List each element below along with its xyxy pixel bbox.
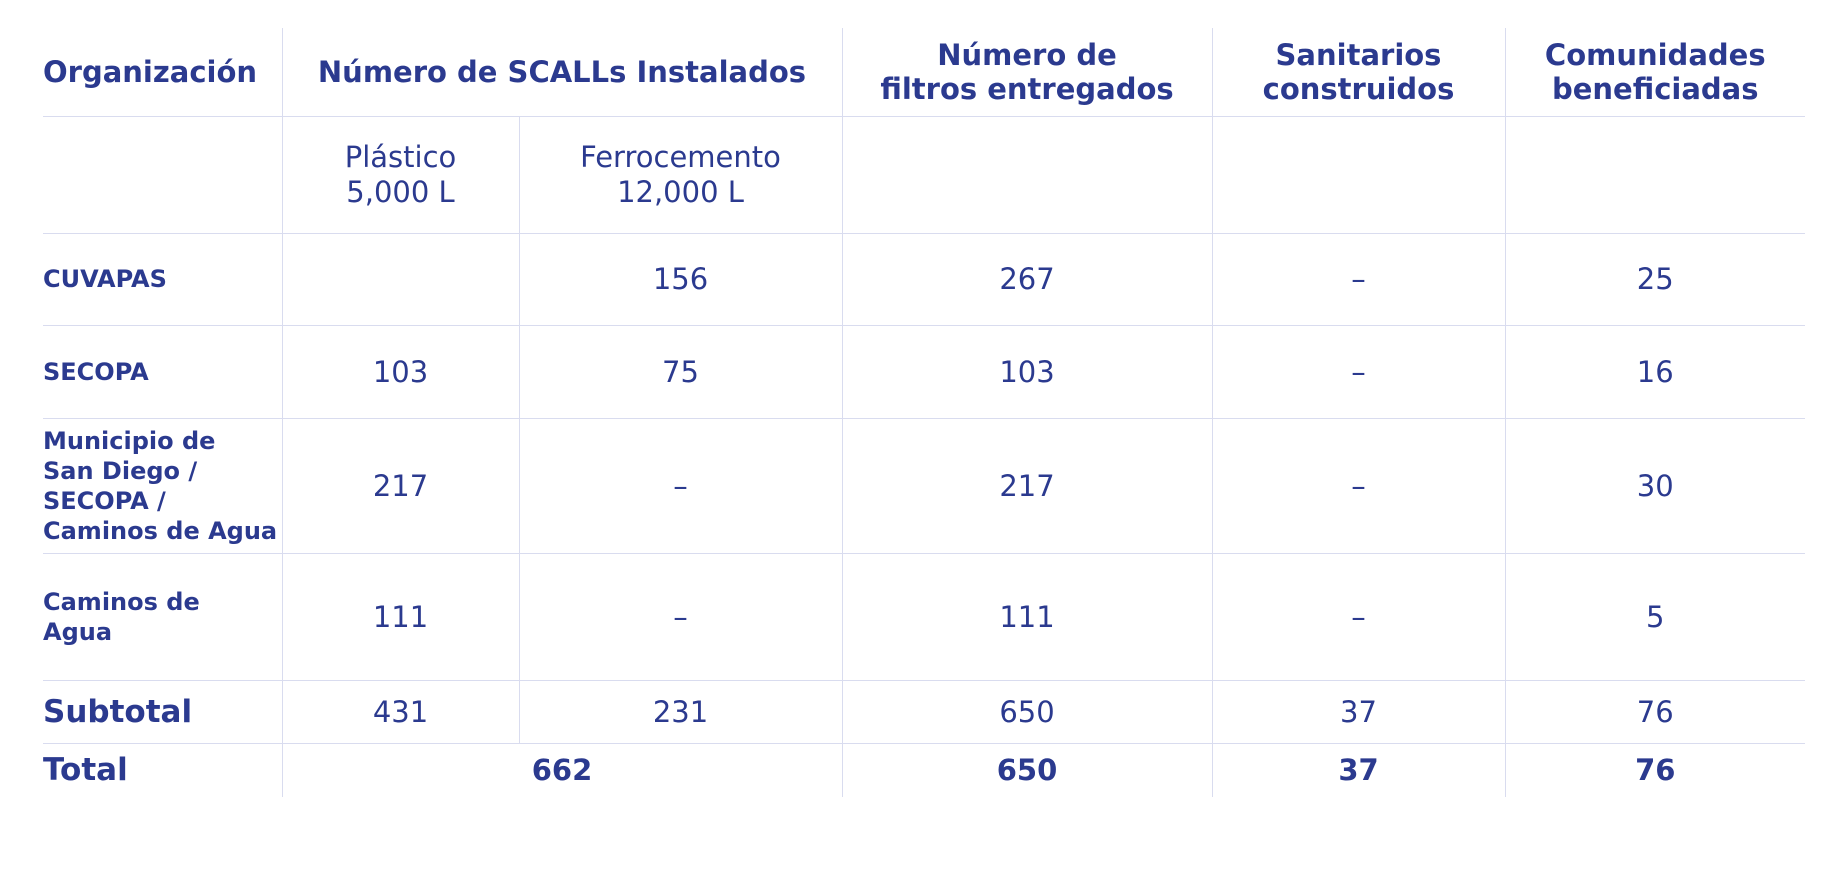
subtotal-comunidades: 76 xyxy=(1504,680,1805,744)
sanitarios-cell: – xyxy=(1211,553,1505,681)
total-sanitarios: 37 xyxy=(1211,743,1505,797)
ferrocemento-cell: 75 xyxy=(518,325,842,419)
sanitarios-cell: – xyxy=(1211,325,1505,419)
org-cell: CUVAPAS xyxy=(43,233,282,326)
header-row: Organización Número de SCALLs Instalados… xyxy=(43,28,1805,117)
table-row: Municipio de San Diego / SECOPA / Camino… xyxy=(43,418,1805,554)
filtros-cell: 111 xyxy=(841,553,1212,681)
header-comunidades-beneficiadas: Comunidades beneficiadas xyxy=(1504,28,1805,117)
total-scalls: 662 xyxy=(281,743,842,797)
subheader-empty xyxy=(841,116,1212,234)
subheader-empty xyxy=(1504,116,1805,234)
subheader-row: Plástico 5,000 L Ferrocemento 12,000 L xyxy=(43,116,1805,234)
total-comunidades: 76 xyxy=(1504,743,1805,797)
subtotal-row: Subtotal 431 231 650 37 76 xyxy=(43,680,1805,744)
comunidades-cell: 5 xyxy=(1504,553,1805,681)
subheader-empty xyxy=(43,116,282,234)
table-row: CUVAPAS 156 267 – 25 xyxy=(43,233,1805,326)
subtotal-plastico: 431 xyxy=(281,680,519,744)
scall-summary-table: Organización Número de SCALLs Instalados… xyxy=(43,28,1805,797)
comunidades-cell: 16 xyxy=(1504,325,1805,419)
comunidades-cell: 25 xyxy=(1504,233,1805,326)
subheader-plastico: Plástico 5,000 L xyxy=(281,116,519,234)
subtotal-ferrocemento: 231 xyxy=(518,680,842,744)
ferrocemento-cell: – xyxy=(518,553,842,681)
comunidades-cell: 30 xyxy=(1504,418,1805,554)
subtotal-filtros: 650 xyxy=(841,680,1212,744)
subtotal-sanitarios: 37 xyxy=(1211,680,1505,744)
subtotal-label: Subtotal xyxy=(43,680,282,744)
subheader-ferrocemento: Ferrocemento 12,000 L xyxy=(518,116,842,234)
ferrocemento-cell: 156 xyxy=(518,233,842,326)
sanitarios-cell: – xyxy=(1211,233,1505,326)
table-row: Caminos de Agua 111 – 111 – 5 xyxy=(43,553,1805,681)
org-cell: Caminos de Agua xyxy=(43,553,282,681)
filtros-cell: 217 xyxy=(841,418,1212,554)
org-cell: SECOPA xyxy=(43,325,282,419)
table-row: SECOPA 103 75 103 – 16 xyxy=(43,325,1805,419)
filtros-cell: 267 xyxy=(841,233,1212,326)
header-scalls-instalados: Número de SCALLs Instalados xyxy=(281,28,842,117)
header-filtros-entregados: Número de filtros entregados xyxy=(841,28,1212,117)
total-row: Total 662 650 37 76 xyxy=(43,743,1805,797)
plastico-cell: 111 xyxy=(281,553,519,681)
plastico-cell xyxy=(281,233,519,326)
plastico-cell: 103 xyxy=(281,325,519,419)
subheader-empty xyxy=(1211,116,1505,234)
org-cell: Municipio de San Diego / SECOPA / Camino… xyxy=(43,418,282,554)
header-sanitarios-construidos: Sanitarios construidos xyxy=(1211,28,1505,117)
filtros-cell: 103 xyxy=(841,325,1212,419)
total-filtros: 650 xyxy=(841,743,1212,797)
sanitarios-cell: – xyxy=(1211,418,1505,554)
header-organizacion: Organización xyxy=(43,28,282,117)
total-label: Total xyxy=(43,752,128,789)
plastico-cell: 217 xyxy=(281,418,519,554)
ferrocemento-cell: – xyxy=(518,418,842,554)
